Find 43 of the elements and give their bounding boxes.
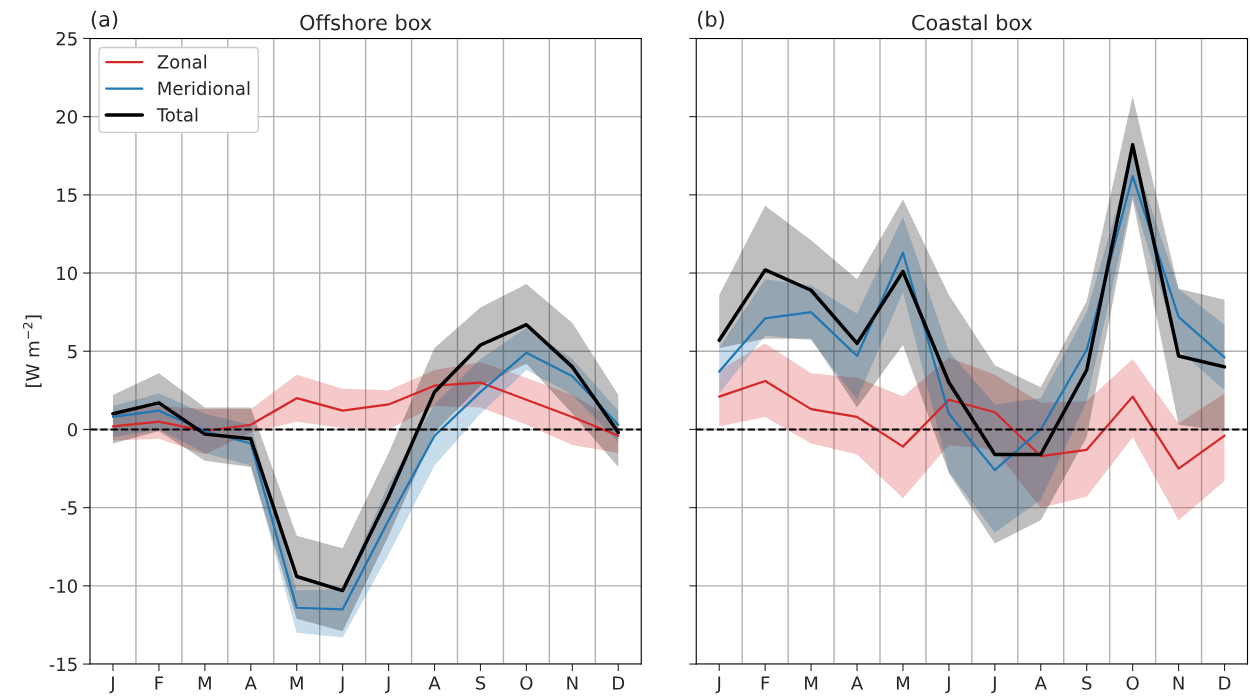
x-tick-label: J: [339, 676, 344, 694]
y-axis-title: [W m$^{−2}$]: [22, 315, 42, 387]
y-tick-label: 0: [67, 422, 77, 437]
x-tick-label: J: [991, 676, 996, 694]
x-tick-label: A: [244, 676, 257, 690]
legend-label: Meridional: [158, 81, 250, 96]
x-tick-label: J: [109, 676, 114, 694]
x-tick-label: A: [1034, 676, 1047, 690]
y-tick-label: 20: [56, 110, 77, 124]
line-series: [111, 381, 620, 437]
x-tick-label: A: [851, 676, 864, 690]
x-tick-label: N: [1173, 676, 1184, 690]
text: (b): [698, 10, 724, 30]
x-tick-label: A: [428, 676, 441, 690]
x-tick-label: F: [761, 676, 770, 690]
x-tick-label: F: [155, 676, 164, 690]
text: (a): [91, 10, 118, 30]
chart-title: Offshore box: [300, 14, 432, 31]
y-tick-label: -10: [49, 579, 77, 593]
x-tick-label: J: [385, 676, 390, 694]
y-tick-label: 15: [57, 188, 77, 202]
x-tick-label: N: [567, 676, 578, 690]
legend-label: Total: [156, 107, 198, 122]
line-series: [111, 351, 620, 611]
x-tick-label: M: [290, 676, 303, 690]
y-tick-label: -5: [61, 501, 77, 515]
chart-title: Coastal box: [912, 14, 1033, 31]
y-tick-label: 25: [56, 31, 77, 46]
x-tick-label: O: [520, 676, 533, 690]
x-tick-label: M: [198, 676, 211, 690]
x-tick-label: S: [1082, 676, 1092, 690]
x-tick-label: D: [1219, 676, 1231, 690]
x-tick-label: O: [1126, 676, 1139, 690]
y-tick-label: 10: [57, 266, 77, 281]
y-tick-label: 5: [68, 344, 77, 359]
x-tick-label: D: [613, 676, 625, 690]
x-tick-label: J: [945, 676, 950, 694]
x-tick-label: M: [896, 676, 909, 690]
legend-label: Zonal: [157, 54, 207, 69]
x-tick-label: J: [715, 676, 721, 694]
x-tick-label: S: [475, 676, 486, 690]
x-tick-label: M: [805, 676, 818, 690]
y-tick-label: -15: [49, 657, 77, 672]
